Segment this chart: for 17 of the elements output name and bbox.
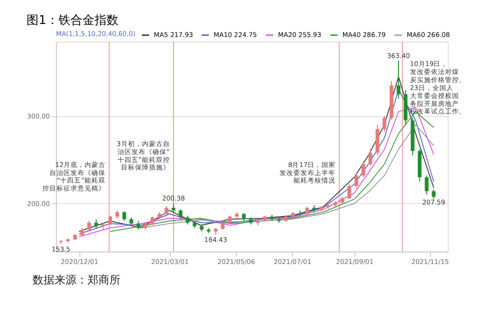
chart-title: 图1：铁合金指数 <box>26 12 118 27</box>
candlestick <box>424 175 429 196</box>
candlestick <box>362 161 366 178</box>
candlestick <box>382 116 386 132</box>
candlestick <box>368 148 372 166</box>
candlestick <box>108 215 112 226</box>
candlestick <box>172 202 176 213</box>
candlestick <box>376 124 380 156</box>
candlestick <box>87 220 91 232</box>
candlestick <box>178 209 182 220</box>
candlestick <box>432 188 436 200</box>
candlestick <box>396 60 400 99</box>
source-note: 数据来源：郑商所 <box>32 273 121 286</box>
candlestick <box>122 210 126 222</box>
candlestick <box>354 172 358 188</box>
candlestick <box>164 206 168 216</box>
candlestick <box>347 184 352 200</box>
